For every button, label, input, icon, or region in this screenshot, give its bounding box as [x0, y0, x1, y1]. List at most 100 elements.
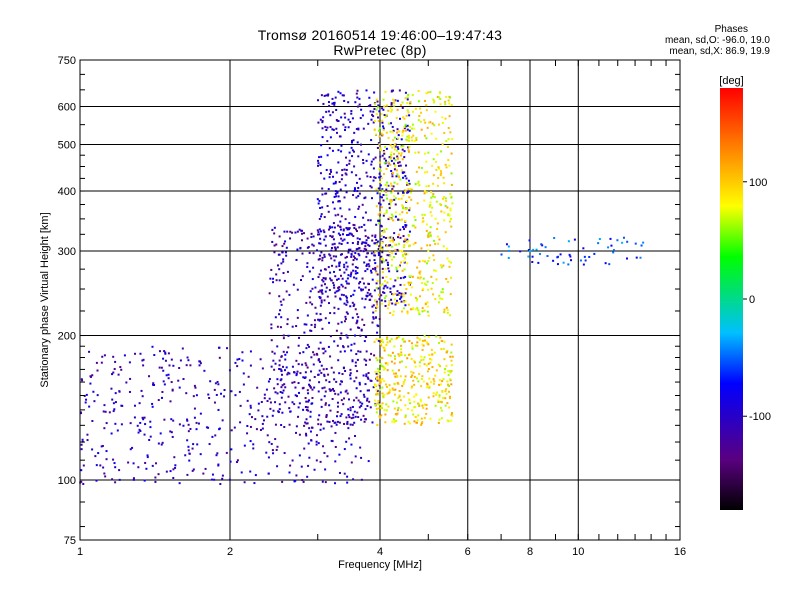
- data-point: [390, 360, 393, 363]
- data-point: [303, 424, 306, 427]
- data-point: [311, 396, 314, 399]
- data-point: [422, 358, 425, 361]
- data-point: [332, 182, 335, 185]
- data-point: [439, 203, 442, 206]
- data-point: [417, 151, 420, 154]
- data-point: [103, 354, 106, 357]
- data-point: [368, 244, 371, 247]
- data-point: [101, 444, 104, 447]
- data-point: [273, 368, 276, 371]
- data-point: [324, 468, 327, 471]
- data-point: [364, 418, 367, 421]
- data-point: [326, 455, 329, 458]
- data-point: [366, 291, 369, 294]
- data-point: [378, 293, 381, 296]
- data-point: [347, 282, 350, 285]
- data-point: [344, 286, 347, 289]
- data-point: [418, 365, 421, 368]
- data-point: [391, 302, 394, 305]
- data-point: [346, 420, 349, 423]
- data-point: [399, 361, 402, 364]
- data-point: [322, 229, 325, 232]
- data-point: [450, 183, 453, 186]
- data-point: [323, 299, 326, 302]
- data-point: [114, 422, 117, 425]
- data-point: [297, 344, 300, 347]
- data-point: [189, 364, 192, 367]
- data-point: [374, 266, 377, 269]
- data-point: [356, 313, 359, 316]
- data-point: [328, 173, 331, 176]
- data-point: [393, 421, 396, 424]
- data-point: [423, 260, 426, 263]
- data-point: [247, 375, 250, 378]
- data-point: [318, 228, 321, 231]
- data-point: [386, 197, 389, 200]
- data-point: [425, 364, 428, 367]
- data-point: [394, 165, 397, 168]
- data-point: [344, 318, 347, 321]
- data-point: [223, 389, 226, 392]
- data-point: [396, 276, 399, 279]
- data-point: [351, 405, 354, 408]
- data-point: [221, 477, 224, 480]
- data-point: [404, 416, 407, 419]
- data-point: [449, 217, 452, 220]
- data-point: [193, 407, 196, 410]
- data-point: [439, 406, 442, 409]
- data-point: [319, 313, 322, 316]
- data-point: [443, 219, 446, 222]
- data-point: [340, 293, 343, 296]
- data-point: [359, 390, 362, 393]
- data-point: [375, 300, 378, 303]
- data-point: [430, 287, 433, 290]
- data-point: [359, 117, 362, 120]
- data-point: [411, 385, 414, 388]
- data-point: [343, 302, 346, 305]
- data-point: [417, 182, 420, 185]
- data-point: [445, 306, 448, 309]
- data-point: [274, 391, 277, 394]
- data-point: [437, 123, 440, 126]
- data-point: [384, 421, 387, 424]
- data-point: [447, 127, 450, 130]
- data-point: [318, 369, 321, 372]
- data-point: [321, 289, 324, 292]
- data-point: [353, 187, 356, 190]
- data-point: [105, 450, 108, 453]
- data-point: [398, 265, 401, 268]
- data-point: [221, 474, 224, 477]
- data-point: [353, 276, 356, 279]
- data-point: [339, 92, 342, 95]
- data-point: [295, 325, 298, 328]
- data-point: [178, 386, 181, 389]
- data-point: [376, 359, 379, 362]
- data-point: [334, 295, 337, 298]
- data-point: [377, 254, 380, 257]
- data-point: [295, 372, 298, 375]
- data-point: [343, 238, 346, 241]
- data-point: [367, 377, 370, 380]
- data-point: [313, 386, 316, 389]
- data-point: [449, 209, 452, 212]
- data-point: [421, 343, 424, 346]
- data-point: [373, 399, 376, 402]
- data-point: [373, 120, 376, 123]
- data-point: [215, 454, 218, 457]
- data-point: [339, 391, 342, 394]
- data-point: [433, 380, 436, 383]
- data-point: [559, 253, 562, 256]
- data-point: [389, 389, 392, 392]
- data-point: [325, 94, 328, 97]
- data-point: [125, 381, 128, 384]
- data-point: [446, 309, 449, 312]
- data-point: [114, 401, 117, 404]
- data-point: [401, 148, 404, 151]
- data-point: [380, 414, 383, 417]
- data-point: [80, 469, 83, 472]
- data-point: [319, 118, 322, 121]
- data-point: [404, 354, 407, 357]
- data-point: [314, 323, 317, 326]
- data-point: [400, 348, 403, 351]
- data-point: [439, 103, 442, 106]
